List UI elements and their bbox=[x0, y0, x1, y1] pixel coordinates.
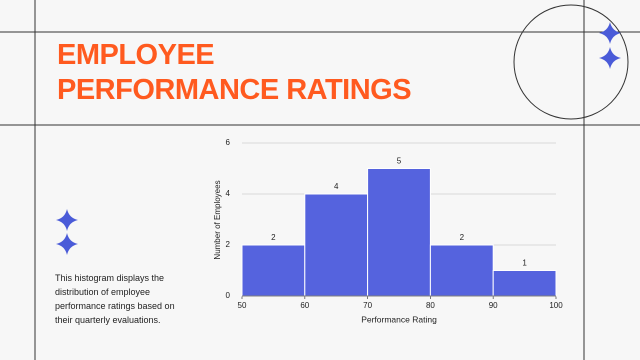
description: This histogram displays the distribution… bbox=[55, 273, 175, 325]
x-tick-label: 70 bbox=[363, 301, 372, 310]
data-label: 5 bbox=[397, 157, 402, 166]
x-tick-label: 50 bbox=[238, 301, 247, 310]
data-label: 2 bbox=[271, 233, 276, 242]
x-axis-label: Performance Rating bbox=[361, 314, 437, 324]
y-tick-label: 4 bbox=[226, 189, 231, 198]
x-tick-label: 60 bbox=[300, 301, 309, 310]
y-tick-label: 6 bbox=[226, 138, 231, 147]
bar bbox=[304, 193, 369, 297]
data-label: 4 bbox=[334, 182, 339, 191]
data-label: 2 bbox=[460, 233, 465, 242]
x-tick-label: 90 bbox=[489, 301, 498, 310]
y-axis-label: Number of Employees bbox=[213, 180, 222, 259]
decor-circle bbox=[513, 4, 629, 120]
x-tick-label: 100 bbox=[549, 301, 563, 310]
bar bbox=[429, 244, 494, 297]
bar bbox=[492, 270, 557, 297]
bar bbox=[367, 168, 431, 297]
title-line: PERFORMANCE RATINGS bbox=[57, 74, 412, 106]
bar bbox=[241, 244, 306, 297]
data-label: 1 bbox=[522, 259, 527, 268]
y-tick-label: 0 bbox=[226, 291, 231, 300]
x-tick-label: 80 bbox=[426, 301, 435, 310]
title-line: EMPLOYEE bbox=[57, 39, 215, 71]
y-tick-label: 2 bbox=[226, 240, 231, 249]
sparkles bbox=[56, 22, 621, 255]
